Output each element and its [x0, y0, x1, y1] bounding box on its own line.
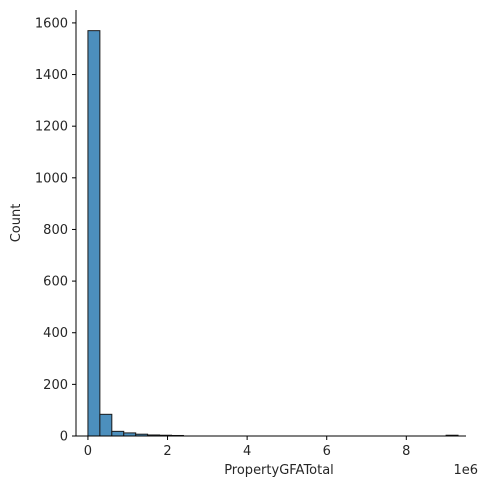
x-tick-label: 0 — [84, 444, 92, 459]
histogram-bar — [87, 30, 101, 437]
y-tick-label: 400 — [43, 326, 68, 341]
y-tick-label: 0 — [60, 430, 68, 445]
histogram-bars — [87, 30, 459, 437]
y-axis-title: Count — [9, 204, 24, 243]
x-tick-label: 6 — [323, 444, 331, 459]
histogram-bar — [99, 413, 113, 437]
y-tick-label: 1000 — [35, 171, 68, 186]
y-tick-label: 800 — [43, 223, 68, 238]
y-tick-label: 600 — [43, 275, 68, 290]
x-axis-title: PropertyGFATotal — [224, 463, 334, 478]
y-tick-label: 200 — [43, 378, 68, 393]
histogram-bar — [111, 430, 125, 437]
x-tick-label: 8 — [402, 444, 410, 459]
x-tick-label: 4 — [243, 444, 251, 459]
y-tick-label: 1200 — [35, 120, 68, 135]
y-tick-label: 1600 — [35, 16, 68, 31]
x-tick-label: 2 — [163, 444, 171, 459]
y-tick-label: 1400 — [35, 68, 68, 83]
x-axis-offset-label: 1e6 — [453, 463, 478, 478]
x-axis-ticks: 0 2 4 6 8 — [84, 436, 410, 459]
y-axis-ticks: 0 200 400 600 800 1000 1200 1400 1600 — [35, 16, 76, 445]
